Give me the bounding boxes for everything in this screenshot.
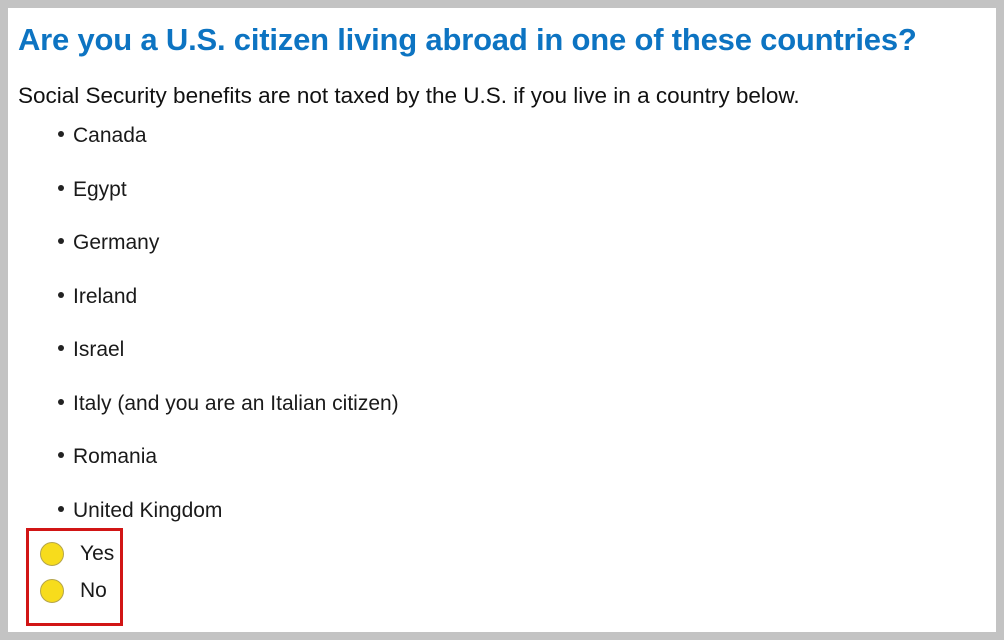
list-item: Italy (and you are an Italian citizen) xyxy=(58,392,399,422)
country-label: United Kingdom xyxy=(73,499,223,522)
radio-option-yes[interactable]: Yes xyxy=(40,542,114,566)
list-item: Ireland xyxy=(58,285,137,315)
radio-button-yes[interactable] xyxy=(40,542,64,566)
radio-option-no[interactable]: No xyxy=(40,579,107,603)
country-label: Egypt xyxy=(73,178,127,201)
bullet-icon xyxy=(58,452,64,459)
bullet-icon xyxy=(58,506,64,513)
page: Are you a U.S. citizen living abroad in … xyxy=(8,8,996,632)
radio-button-no[interactable] xyxy=(40,579,64,603)
list-item: Canada xyxy=(58,124,147,154)
bullet-icon xyxy=(58,185,64,192)
list-item: Israel xyxy=(58,338,124,368)
list-item: Romania xyxy=(58,445,157,475)
country-label: Italy (and you are an Italian citizen) xyxy=(73,392,399,415)
country-label: Germany xyxy=(73,231,160,254)
highlight-box xyxy=(26,528,123,626)
country-label: Israel xyxy=(73,338,125,361)
list-item: Germany xyxy=(58,231,159,261)
radio-label-yes[interactable]: Yes xyxy=(80,542,115,565)
country-label: Ireland xyxy=(73,285,138,308)
bullet-icon xyxy=(58,345,64,352)
bullet-icon xyxy=(58,131,64,138)
country-label: Canada xyxy=(73,124,147,147)
list-item: Egypt xyxy=(58,178,127,208)
bullet-icon xyxy=(58,399,64,406)
page-title: Are you a U.S. citizen living abroad in … xyxy=(18,22,917,57)
bullet-icon xyxy=(58,292,64,299)
bullet-icon xyxy=(58,238,64,245)
list-item: United Kingdom xyxy=(58,499,222,529)
subtitle: Social Security benefits are not taxed b… xyxy=(18,83,800,108)
country-label: Romania xyxy=(73,445,158,468)
radio-label-no[interactable]: No xyxy=(80,579,107,602)
